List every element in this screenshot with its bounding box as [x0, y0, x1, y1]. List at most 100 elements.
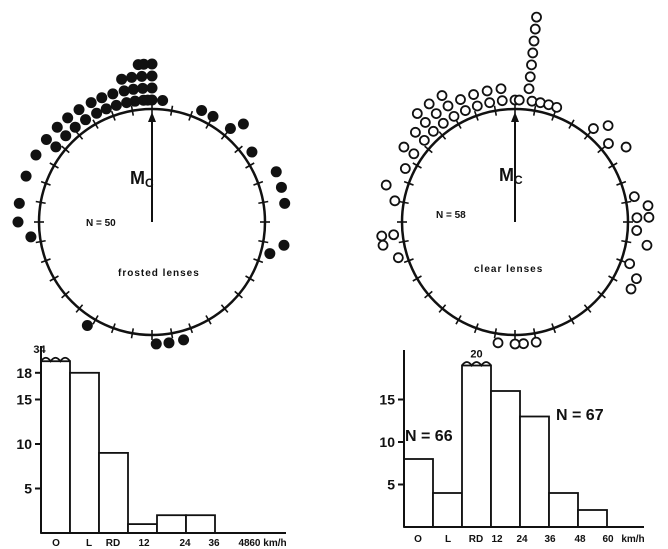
- histogram-frosted: 34 5 10 15 18 O L RD 12 24 36 48 60 km/h N = 66: [16, 344, 452, 549]
- data-point: [73, 104, 85, 116]
- data-point: [523, 83, 535, 95]
- data-point: [137, 82, 149, 94]
- circle-tick: [110, 323, 116, 334]
- x-tick-label: RD: [106, 538, 120, 549]
- data-point: [25, 231, 37, 243]
- data-points: [12, 58, 291, 350]
- circle-tick: [583, 304, 592, 313]
- data-point: [116, 73, 128, 85]
- circle-tick: [597, 290, 606, 299]
- data-point: [527, 47, 539, 59]
- circle-tick: [493, 105, 498, 116]
- axes: [398, 350, 644, 528]
- data-point: [196, 105, 208, 117]
- circle-tick: [616, 258, 627, 264]
- mc-label: MC: [130, 168, 154, 190]
- data-point: [509, 338, 521, 350]
- data-point: [631, 225, 643, 236]
- data-point: [436, 90, 448, 101]
- mc-arrowhead: [511, 112, 519, 122]
- x-tick-label: 48: [574, 534, 586, 545]
- circle-tick: [205, 119, 212, 129]
- data-point: [408, 148, 420, 160]
- data-point: [107, 88, 119, 100]
- data-point: [237, 118, 249, 130]
- x-tick-label: 60: [602, 534, 614, 545]
- data-point: [624, 258, 636, 270]
- data-point: [81, 319, 93, 331]
- bars: 34: [33, 344, 216, 534]
- bar: [185, 514, 216, 534]
- circle-tick: [608, 275, 618, 282]
- bar: [548, 492, 579, 528]
- data-point: [484, 97, 496, 109]
- circle-tick: [438, 304, 447, 313]
- data-point: [625, 283, 637, 295]
- y-tick-label: 10: [16, 436, 32, 452]
- y-tick-label: 15: [379, 392, 395, 408]
- circle-tick: [188, 323, 194, 334]
- bar-break: [40, 356, 71, 363]
- y-tick-label: 18: [16, 365, 32, 381]
- data-point: [142, 94, 154, 106]
- circle-tick: [205, 315, 212, 325]
- y-tick-label: 10: [379, 434, 395, 450]
- bar: [432, 492, 463, 528]
- data-point: [526, 59, 537, 71]
- data-point: [110, 99, 122, 111]
- data-point: [423, 98, 435, 110]
- data-point: [418, 134, 430, 146]
- data-point: [531, 11, 542, 23]
- bar: [577, 509, 608, 528]
- x-tick-label: L: [86, 538, 92, 549]
- n-label-hist: N = 67: [556, 407, 604, 424]
- data-point: [588, 123, 599, 134]
- circle-tick: [412, 275, 422, 282]
- data-point: [163, 337, 175, 349]
- circle-tick: [258, 200, 269, 205]
- circle-tick: [49, 162, 59, 169]
- circle-tick: [61, 290, 70, 299]
- bars: 20: [403, 349, 608, 528]
- circle-tick: [253, 180, 264, 186]
- circle-tick: [398, 200, 409, 205]
- data-points: [376, 11, 655, 350]
- x-tick-label: 36: [208, 538, 220, 549]
- data-point: [481, 85, 493, 97]
- circle-tick: [551, 323, 557, 334]
- data-point: [643, 211, 655, 223]
- circle-tick: [424, 290, 433, 299]
- histogram-clear: 20 5 10 15 O L RD 12 24 36 48 60 km/h N = 67: [379, 349, 644, 546]
- bar: [461, 364, 492, 528]
- data-point: [524, 71, 536, 83]
- circle-tick: [169, 328, 174, 339]
- data-point: [437, 117, 449, 129]
- n-label-circle: N = 50: [86, 218, 116, 229]
- data-point: [279, 197, 291, 209]
- circle-tick: [234, 145, 243, 154]
- data-point: [62, 112, 74, 124]
- circle-tick: [220, 304, 229, 313]
- data-point: [411, 108, 423, 119]
- data-point: [442, 100, 454, 112]
- bar-value-label: 34: [33, 344, 46, 356]
- data-point: [12, 216, 24, 228]
- circle-tick: [583, 131, 592, 140]
- data-point: [410, 126, 421, 138]
- bar: [69, 371, 100, 534]
- x-tick-label: 60 km/h: [249, 538, 286, 549]
- circle-tick: [616, 180, 627, 186]
- circle-tick: [35, 239, 46, 244]
- data-point: [40, 134, 52, 146]
- data-point: [419, 117, 431, 128]
- data-point: [146, 70, 158, 82]
- bar: [490, 390, 521, 528]
- data-point: [150, 338, 162, 350]
- x-tick-label: O: [52, 538, 60, 549]
- circle-tick: [403, 180, 414, 186]
- data-point: [427, 125, 439, 137]
- data-point: [641, 239, 653, 251]
- circle-tick: [473, 110, 479, 121]
- circle-tick: [398, 239, 409, 244]
- x-tick-label: 12: [491, 534, 503, 545]
